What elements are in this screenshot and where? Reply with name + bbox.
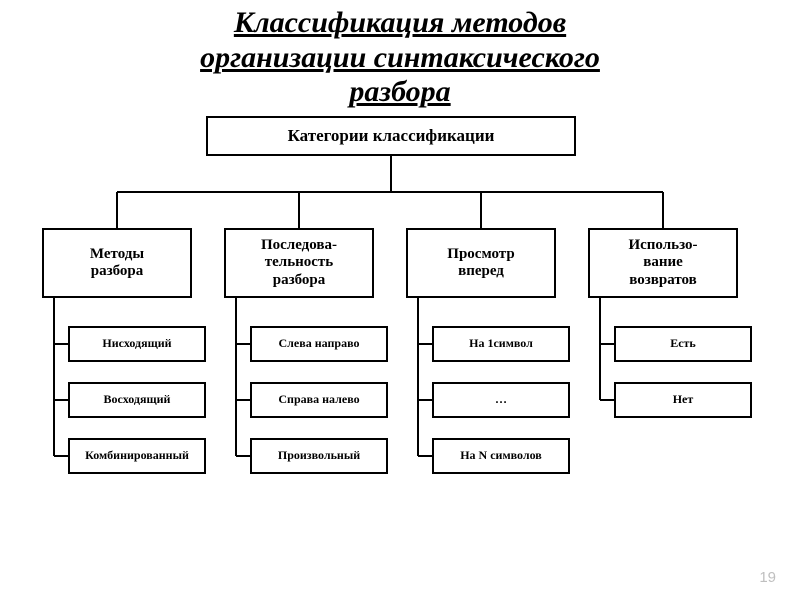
leaf-methods-0: Нисходящий	[68, 326, 206, 362]
title-line-3: разбора	[349, 75, 450, 108]
leaf-methods-2: Комбинированный	[68, 438, 206, 474]
classification-diagram: Категории классификации Методыразбора Нисх…	[28, 116, 772, 556]
page-number: 19	[759, 569, 776, 586]
category-sequence: Последова-тельностьразбора	[224, 228, 374, 298]
leaf-sequence-2: Произвольный	[250, 438, 388, 474]
slide-title: Классификация методов организации синтак…	[0, 0, 800, 110]
title-line-2: организации синтаксического	[200, 41, 600, 74]
title-line-1: Классификация методов	[234, 6, 566, 39]
leaf-sequence-0: Слева направо	[250, 326, 388, 362]
leaf-lookahead-0: На 1символ	[432, 326, 570, 362]
category-backtrack: Использо-ваниевозвратов	[588, 228, 738, 298]
leaf-lookahead-2: На N символов	[432, 438, 570, 474]
leaf-methods-1: Восходящий	[68, 382, 206, 418]
leaf-sequence-1: Справа налево	[250, 382, 388, 418]
root-box: Категории классификации	[206, 116, 576, 156]
category-lookahead: Просмотрвперед	[406, 228, 556, 298]
leaf-backtrack-1: Нет	[614, 382, 752, 418]
leaf-backtrack-0: Есть	[614, 326, 752, 362]
category-methods: Методыразбора	[42, 228, 192, 298]
leaf-lookahead-1: …	[432, 382, 570, 418]
